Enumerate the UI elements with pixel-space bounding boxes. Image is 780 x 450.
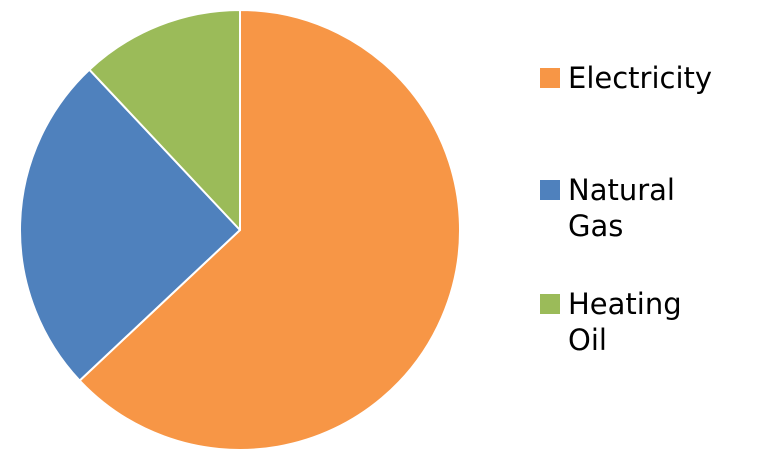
legend-label-natural-gas: Natural Gas: [568, 173, 675, 243]
legend-item-electricity: Electricity: [540, 60, 728, 96]
legend-swatch-electricity: [540, 68, 560, 88]
pie-slice-natural-gas: [19, 68, 241, 382]
pie-slice-heating-oil: [88, 9, 241, 231]
legend-label-heating-oil: Heating Oil: [568, 287, 682, 357]
pie-slice-electricity: [78, 9, 461, 450]
legend-swatch-natural-gas: [540, 180, 560, 200]
legend-item-natural-gas: Natural Gas: [540, 172, 728, 244]
legend-item-heating-oil: Heating Oil: [540, 286, 728, 358]
legend-swatch-heating-oil: [540, 294, 560, 314]
legend-label-electricity: Electricity: [568, 61, 713, 95]
